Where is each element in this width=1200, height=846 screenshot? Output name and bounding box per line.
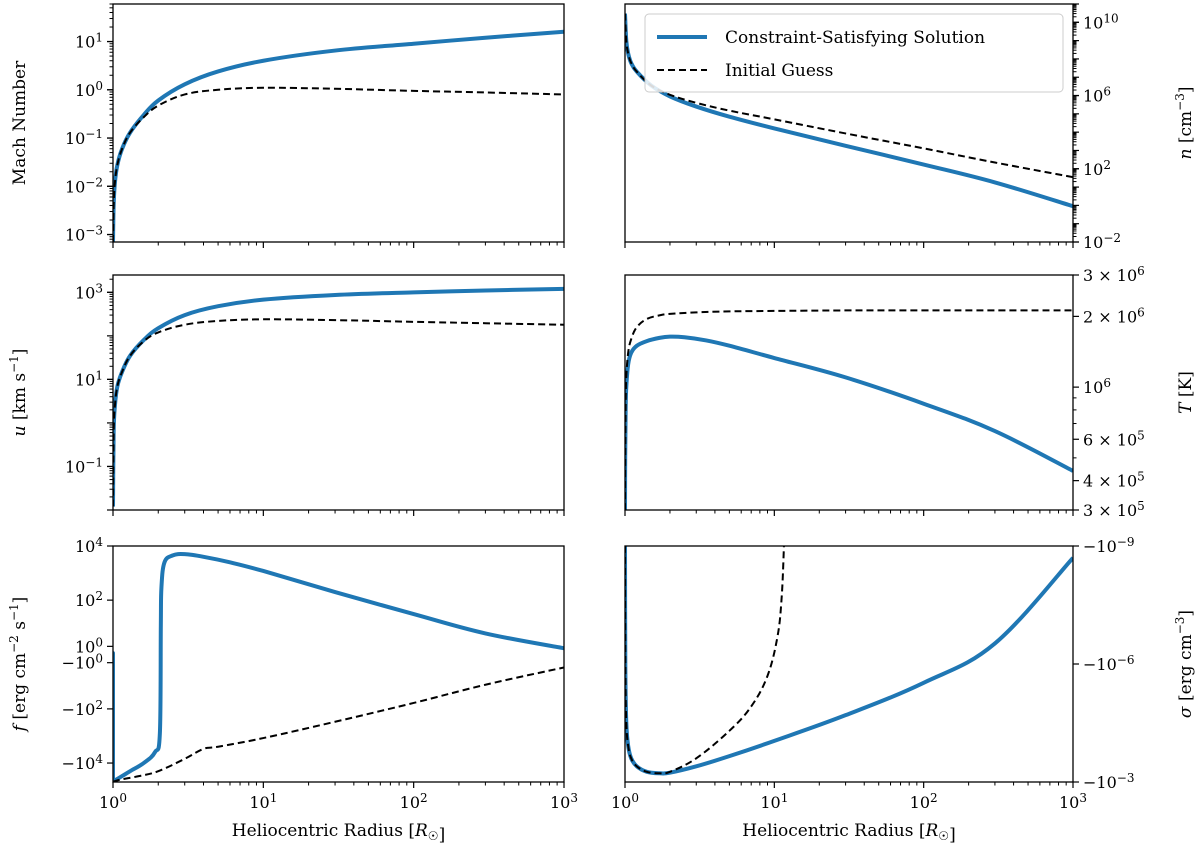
ytick-label: −10−6 — [1083, 653, 1134, 674]
heatflux-ylabel: f [erg cm−2 s−1] — [7, 597, 30, 734]
panel-density: 10−2 102 106 1010 n [cm−3] — [624, 3, 1196, 252]
xtick-label: 103 — [1059, 791, 1087, 812]
ytick-label: 2 × 106 — [1083, 305, 1145, 326]
ytick-label: 4 × 105 — [1083, 470, 1145, 491]
heatflux-series-solution — [113, 552, 564, 782]
heatflux-series-initial-guess — [113, 666, 564, 782]
legend-label: Constraint-Satisfying Solution — [725, 28, 985, 48]
legend-label: Initial Guess — [725, 61, 833, 81]
legend: Constraint-Satisfying Solution Initial Gu… — [644, 13, 1064, 93]
xtick-label: 103 — [550, 791, 578, 812]
ytick-label: −100 — [62, 652, 103, 673]
ytick-label: −102 — [62, 698, 103, 719]
xtick-label: 101 — [760, 791, 788, 812]
velocity-series-solution — [113, 286, 564, 507]
ytick-label: −10−9 — [1083, 535, 1134, 556]
ytick-label: 10−1 — [65, 127, 103, 148]
ytick-label: −10−3 — [1083, 771, 1134, 792]
temperature-frame — [624, 274, 1074, 511]
temperature-series-initial-guess — [625, 309, 1073, 510]
sigma-series-initial-guess — [625, 546, 785, 775]
mach-ylabel: Mach Number — [10, 60, 30, 185]
xtick-label: 100 — [99, 791, 127, 812]
mach-series-solution — [113, 29, 564, 242]
sigma-frame — [624, 545, 1074, 783]
ytick-label: −104 — [62, 752, 104, 773]
ytick-label: 101 — [75, 31, 103, 52]
density-series-solution — [625, 13, 1073, 209]
velocity-frame — [112, 274, 565, 511]
ytick-label: 106 — [1083, 85, 1111, 106]
ytick-label: 10−3 — [65, 224, 103, 245]
temperature-ylabel: T [K] — [1176, 371, 1196, 414]
sigma-series-solution — [625, 546, 1073, 776]
ytick-label: 102 — [75, 589, 103, 610]
mach-series-initial-guess — [113, 86, 564, 242]
panel-velocity: 10−1 101 103 u [km s−1] — [7, 274, 565, 516]
ytick-label: 100 — [75, 79, 103, 100]
velocity-series-initial-guess — [113, 318, 564, 507]
mach-frame — [112, 3, 565, 243]
ytick-label: 100 — [75, 635, 103, 656]
panel-temperature: 3 × 105 4 × 105 6 × 105 106 2 × 106 3 × 106 T … — [624, 264, 1196, 520]
ytick-label: 103 — [75, 281, 103, 302]
temperature-series-solution — [625, 334, 1073, 510]
heatflux-frame — [112, 545, 565, 783]
density-series-initial-guess — [625, 13, 1073, 179]
xlabel: Heliocentric Radius [R☉] — [742, 821, 955, 845]
sigma-ylabel: σ [erg cm−3] — [1173, 610, 1196, 718]
xtick-label: 102 — [910, 791, 938, 812]
ytick-label: 104 — [75, 535, 103, 556]
ytick-label: 6 × 105 — [1083, 428, 1145, 449]
ytick-label: 3 × 106 — [1083, 264, 1145, 285]
xtick-label: 102 — [400, 791, 428, 812]
density-ylabel: n [cm−3] — [1173, 87, 1196, 160]
xlabel: Heliocentric Radius [R☉] — [232, 821, 445, 845]
ytick-label: 10−1 — [65, 455, 103, 476]
legend-box — [644, 13, 1064, 93]
ytick-label: 3 × 105 — [1083, 499, 1145, 520]
ytick-label: 102 — [1083, 158, 1111, 179]
ytick-label: 106 — [1083, 376, 1111, 397]
ytick-label: 1010 — [1083, 11, 1119, 32]
panel-sigma: 100 101 102 103 −10−9 −10−6 −10−3 σ [erg cm−3] H… — [611, 535, 1196, 845]
panel-mach: 10−3 10−2 10−1 100 101 Mach Number — [10, 3, 565, 248]
xtick-label: 101 — [249, 791, 277, 812]
ytick-label: 10−2 — [65, 175, 103, 196]
velocity-ylabel: u [km s−1] — [7, 349, 30, 437]
ytick-label: 10−2 — [1083, 231, 1121, 252]
xtick-label: 100 — [611, 791, 639, 812]
ytick-label: 101 — [75, 368, 103, 389]
